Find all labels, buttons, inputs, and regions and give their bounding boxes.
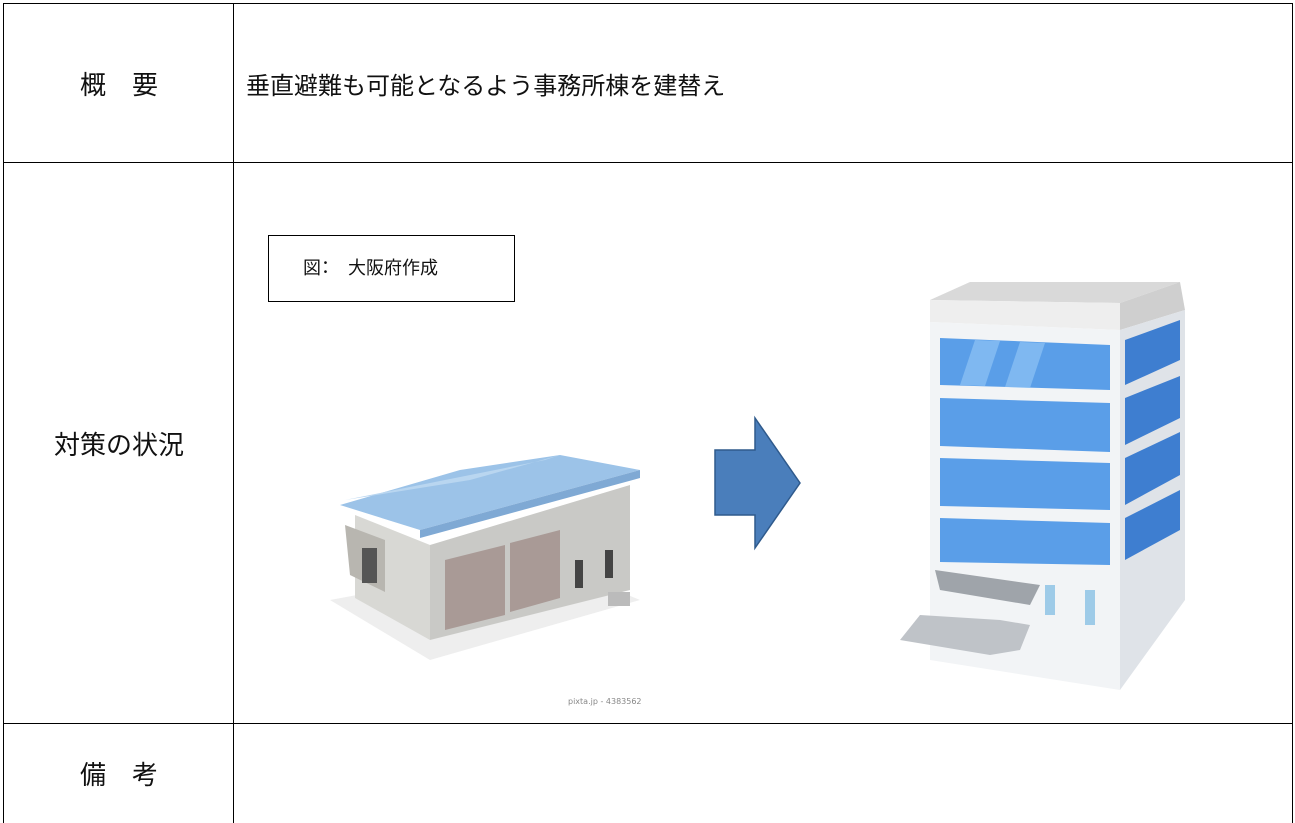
image-credit: pixta.jp - 4383562 xyxy=(568,697,642,706)
row-label: 概 要 xyxy=(3,3,234,163)
row-label: 備 考 xyxy=(3,723,234,823)
row-content xyxy=(233,723,1293,823)
row-content: 垂直避難も可能となるよう事務所棟を建替え xyxy=(233,3,1293,163)
arrow xyxy=(714,415,801,551)
figure-cell xyxy=(233,162,1293,724)
old-building xyxy=(330,455,640,660)
row-label: 対策の状況 xyxy=(3,162,234,724)
figure-caption: 図： 大阪府作成 xyxy=(268,235,515,302)
new-building xyxy=(900,282,1185,690)
